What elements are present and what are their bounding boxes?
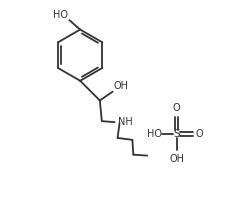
Text: HO: HO (53, 10, 68, 20)
Text: NH: NH (118, 117, 133, 127)
Text: O: O (196, 129, 204, 139)
Text: S: S (173, 129, 180, 139)
Text: HO: HO (147, 129, 162, 139)
Text: OH: OH (169, 154, 184, 164)
Text: OH: OH (113, 81, 128, 91)
Text: O: O (173, 103, 181, 113)
